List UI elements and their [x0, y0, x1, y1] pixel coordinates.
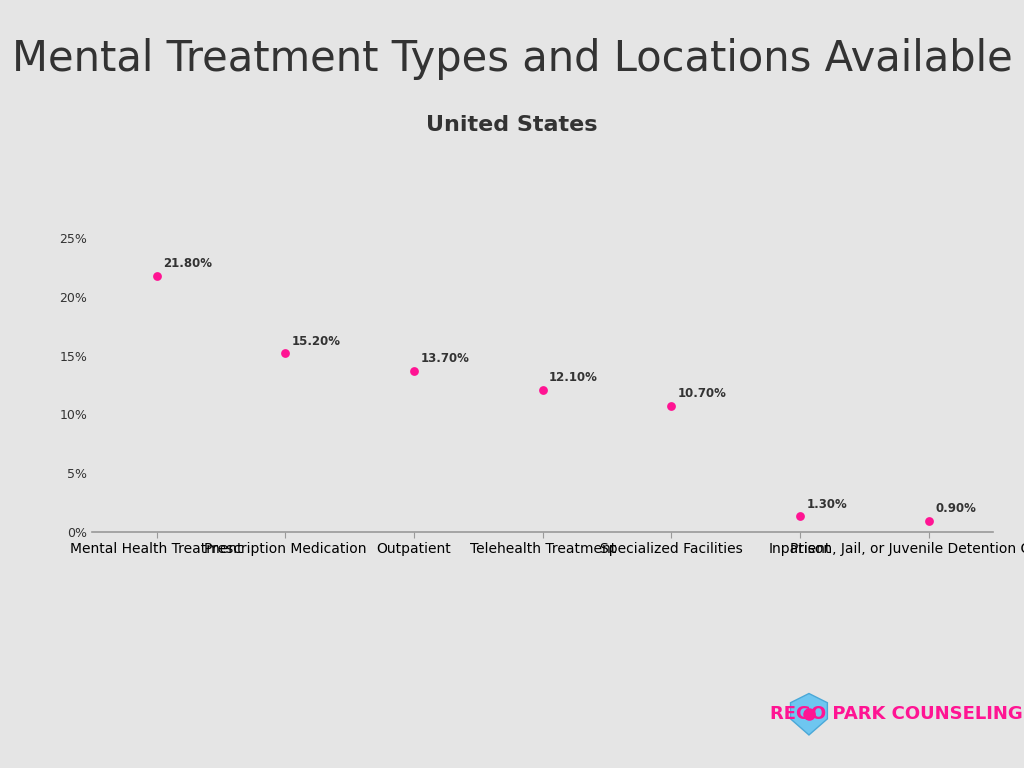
- Point: [792, 511, 808, 523]
- Text: REGO PARK COUNSELING: REGO PARK COUNSELING: [770, 705, 1022, 723]
- Text: 12.10%: 12.10%: [549, 371, 598, 384]
- Point: [406, 365, 422, 377]
- Text: Mental Treatment Types and Locations Available: Mental Treatment Types and Locations Ava…: [11, 38, 1013, 81]
- Text: 21.80%: 21.80%: [163, 257, 212, 270]
- Text: United States: United States: [426, 115, 598, 135]
- Point: [921, 515, 937, 528]
- Point: [148, 270, 165, 282]
- Point: [664, 400, 680, 412]
- Text: 10.70%: 10.70%: [678, 387, 727, 400]
- Point: [278, 347, 294, 359]
- Point: [535, 384, 551, 396]
- Polygon shape: [791, 694, 827, 735]
- Text: 1.30%: 1.30%: [807, 498, 848, 511]
- Text: 13.70%: 13.70%: [421, 353, 469, 365]
- Text: 15.20%: 15.20%: [292, 335, 341, 348]
- Text: 0.90%: 0.90%: [935, 502, 976, 515]
